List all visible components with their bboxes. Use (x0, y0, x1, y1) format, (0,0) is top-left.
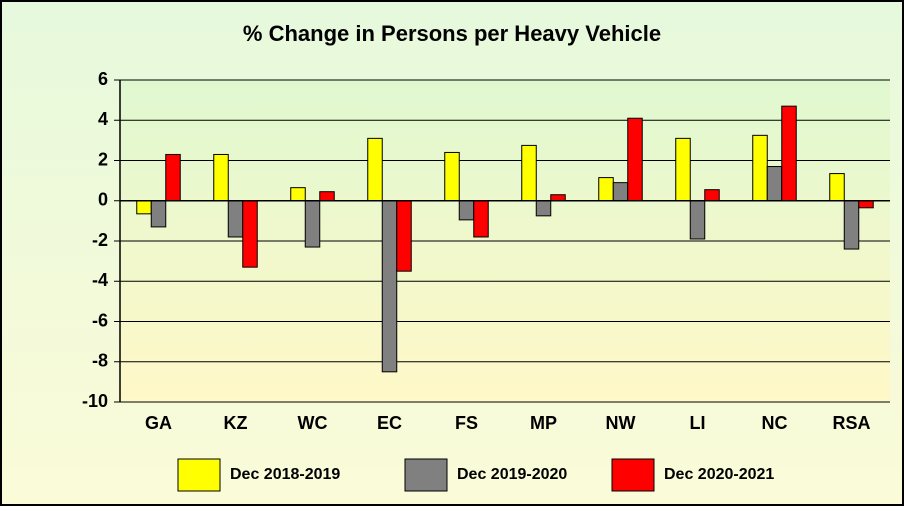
bar (689, 200, 706, 240)
bar (227, 200, 244, 238)
legend-label: Dec 2019-2020 (457, 466, 567, 483)
bar (444, 151, 460, 202)
bar (367, 137, 383, 202)
bar (165, 153, 181, 202)
bar (781, 105, 797, 202)
y-tick-label: 4 (98, 109, 108, 129)
bar (704, 189, 720, 202)
y-tick-label: -10 (82, 391, 108, 411)
x-tick-label: MP (530, 413, 557, 433)
y-tick-label: 6 (98, 69, 108, 89)
bar (458, 200, 475, 221)
y-tick-label: -6 (92, 310, 108, 330)
bar (843, 200, 860, 250)
bar (381, 200, 398, 373)
bar (290, 187, 306, 202)
chart-title: % Change in Persons per Heavy Vehicle (243, 21, 661, 46)
bar (766, 166, 783, 202)
bar (473, 200, 489, 238)
x-tick-label: EC (377, 413, 402, 433)
bar (598, 177, 614, 202)
x-tick-label: LI (690, 413, 706, 433)
legend-swatch (611, 458, 655, 492)
bar (627, 117, 643, 202)
plot: -10 -8 -6 -4 -2 0 2 4 6 GA KZ WC EC FS MP NW LI NC RSA Dec … (82, 69, 890, 492)
bar (396, 200, 412, 272)
bar (213, 153, 229, 202)
bar (752, 134, 768, 202)
y-tick-label: -4 (92, 270, 108, 290)
x-tick-label: RSA (832, 413, 870, 433)
x-tick-label: GA (145, 413, 172, 433)
legend-label: Dec 2018-2019 (230, 466, 340, 483)
bar (550, 194, 566, 202)
x-tick-label: NW (606, 413, 636, 433)
bar (150, 200, 167, 228)
legend-swatch (177, 458, 221, 492)
bar (675, 137, 691, 202)
bar (829, 173, 845, 202)
bar (304, 200, 321, 248)
bar (319, 191, 335, 202)
bar (858, 200, 874, 209)
legend-label: Dec 2020-2021 (664, 466, 774, 483)
bar (136, 200, 152, 215)
y-tick-label: 2 (98, 149, 108, 169)
bar (521, 144, 537, 202)
legend-swatch (404, 458, 448, 492)
x-tick-label: FS (455, 413, 478, 433)
x-tick-label: WC (298, 413, 328, 433)
bar (535, 200, 552, 217)
y-tick-label: -8 (92, 351, 108, 371)
bar (612, 182, 629, 202)
x-tick-label: NC (762, 413, 788, 433)
y-tick-label: -2 (92, 230, 108, 250)
bar (242, 200, 258, 268)
y-tick-label: 0 (98, 190, 108, 210)
x-tick-label: KZ (224, 413, 248, 433)
